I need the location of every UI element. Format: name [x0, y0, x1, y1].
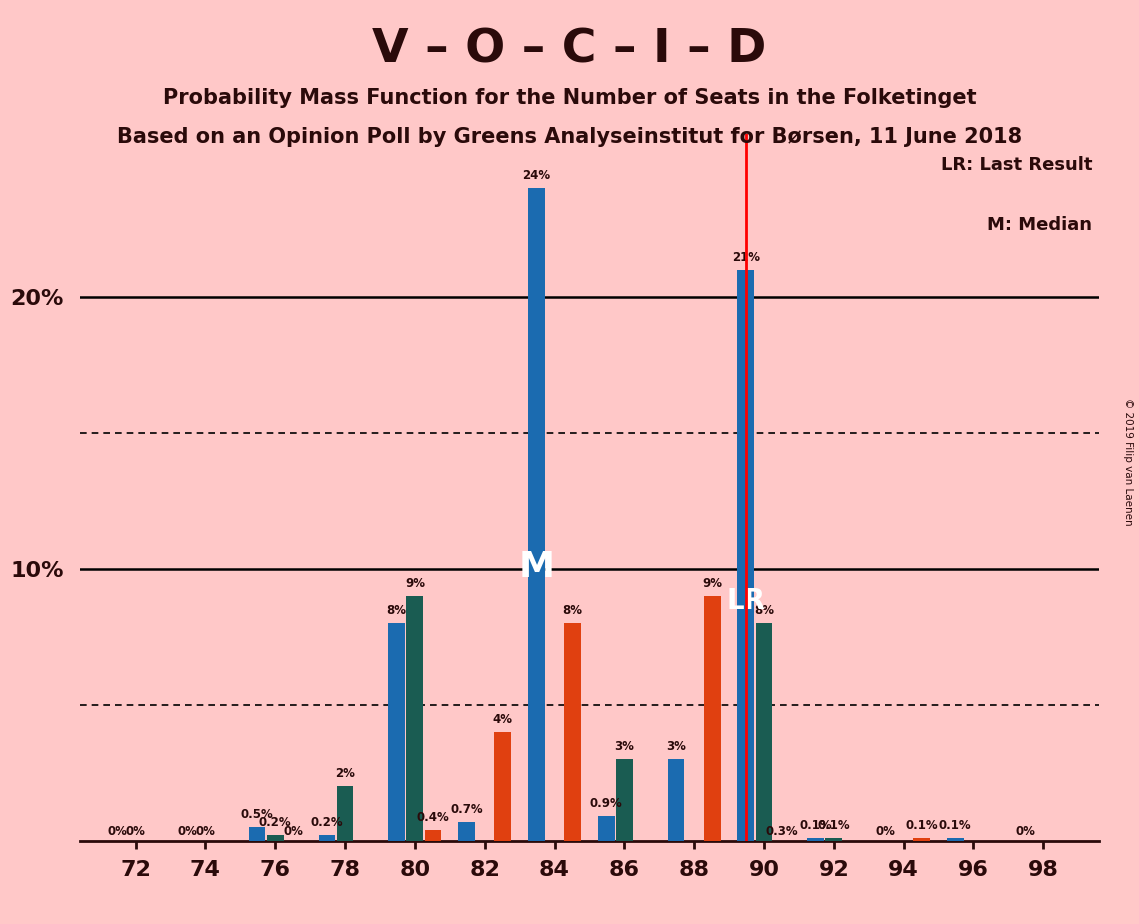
Bar — [564, 624, 581, 841]
Text: 0%: 0% — [107, 825, 128, 838]
Text: 0%: 0% — [178, 825, 197, 838]
Text: 0%: 0% — [284, 825, 303, 838]
Text: 8%: 8% — [563, 604, 583, 617]
Text: M: Median: M: Median — [988, 215, 1092, 234]
Bar — [667, 760, 685, 841]
Text: 0.2%: 0.2% — [311, 817, 343, 830]
Text: 24%: 24% — [523, 169, 550, 182]
Text: 0.9%: 0.9% — [590, 797, 623, 810]
Bar — [388, 624, 405, 841]
Text: 0.1%: 0.1% — [800, 820, 831, 833]
Bar — [737, 270, 754, 841]
Bar — [616, 760, 633, 841]
Text: Probability Mass Function for the Number of Seats in the Folketinget: Probability Mass Function for the Number… — [163, 88, 976, 108]
Bar — [319, 835, 335, 841]
Text: 0.3%: 0.3% — [765, 825, 798, 838]
Bar — [913, 838, 931, 841]
Text: © 2019 Filip van Laenen: © 2019 Filip van Laenen — [1123, 398, 1132, 526]
Text: 9%: 9% — [703, 578, 722, 590]
Text: 4%: 4% — [493, 713, 513, 726]
Text: 0.1%: 0.1% — [818, 820, 850, 833]
Text: 8%: 8% — [754, 604, 775, 617]
Text: 2%: 2% — [335, 768, 355, 781]
Bar — [425, 830, 442, 841]
Text: 0.1%: 0.1% — [906, 820, 939, 833]
Text: 0%: 0% — [196, 825, 215, 838]
Text: 9%: 9% — [404, 578, 425, 590]
Text: 21%: 21% — [732, 251, 760, 264]
Bar — [248, 827, 265, 841]
Bar — [947, 838, 964, 841]
Text: 3%: 3% — [614, 740, 634, 753]
Bar — [598, 817, 615, 841]
Text: 0%: 0% — [876, 825, 895, 838]
Text: 0.4%: 0.4% — [417, 811, 450, 824]
Bar — [826, 838, 842, 841]
Text: 0%: 0% — [125, 825, 146, 838]
Text: V – O – C – I – D: V – O – C – I – D — [372, 28, 767, 73]
Text: LR: Last Result: LR: Last Result — [941, 156, 1092, 174]
Bar — [808, 838, 823, 841]
Text: 0.1%: 0.1% — [939, 820, 972, 833]
Bar — [407, 596, 424, 841]
Text: Based on an Opinion Poll by Greens Analyseinstitut for Børsen, 11 June 2018: Based on an Opinion Poll by Greens Analy… — [117, 127, 1022, 147]
Bar — [704, 596, 721, 841]
Text: LR: LR — [727, 587, 765, 615]
Bar — [337, 786, 353, 841]
Bar — [494, 732, 511, 841]
Text: 3%: 3% — [666, 740, 686, 753]
Bar — [267, 835, 284, 841]
Text: 0%: 0% — [1015, 825, 1035, 838]
Text: 8%: 8% — [387, 604, 407, 617]
Bar — [528, 188, 544, 841]
Bar — [458, 821, 475, 841]
Text: M: M — [518, 550, 555, 584]
Text: 0.7%: 0.7% — [450, 803, 483, 816]
Text: 0.2%: 0.2% — [259, 817, 292, 830]
Bar — [755, 624, 772, 841]
Text: 0.5%: 0.5% — [240, 808, 273, 821]
